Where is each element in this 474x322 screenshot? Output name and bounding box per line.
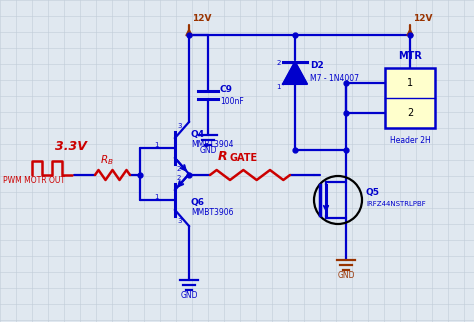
Text: GND: GND bbox=[199, 146, 217, 155]
Text: C9: C9 bbox=[220, 84, 233, 93]
Text: 12V: 12V bbox=[413, 14, 432, 23]
Text: Q4: Q4 bbox=[191, 129, 205, 138]
Text: 1: 1 bbox=[155, 194, 159, 200]
Text: Q6: Q6 bbox=[191, 197, 205, 206]
Text: 2: 2 bbox=[177, 175, 182, 181]
Polygon shape bbox=[283, 62, 307, 84]
Text: 1: 1 bbox=[276, 84, 281, 90]
Text: 3.3V: 3.3V bbox=[55, 140, 87, 153]
Text: D2: D2 bbox=[310, 61, 324, 70]
Text: 1: 1 bbox=[407, 78, 413, 88]
Text: 12V: 12V bbox=[192, 14, 211, 23]
Text: 3: 3 bbox=[177, 123, 182, 129]
Text: 100nF: 100nF bbox=[220, 97, 244, 106]
Text: GND: GND bbox=[337, 271, 355, 280]
Text: 2: 2 bbox=[177, 166, 182, 172]
Text: IRFZ44NSTRLPBF: IRFZ44NSTRLPBF bbox=[366, 201, 426, 207]
Text: R: R bbox=[218, 150, 228, 163]
Text: Header 2H: Header 2H bbox=[390, 136, 430, 145]
Text: M7 - 1N4007: M7 - 1N4007 bbox=[310, 73, 359, 82]
Text: MMBT3904: MMBT3904 bbox=[191, 139, 234, 148]
Text: GND: GND bbox=[180, 291, 198, 300]
Text: $R_B$: $R_B$ bbox=[100, 153, 114, 167]
FancyBboxPatch shape bbox=[385, 68, 435, 128]
Text: PWM MOTR OUT: PWM MOTR OUT bbox=[3, 175, 65, 185]
Text: GATE: GATE bbox=[230, 153, 258, 163]
Text: 2: 2 bbox=[407, 108, 413, 118]
Text: Q5: Q5 bbox=[366, 187, 380, 196]
Text: MTR: MTR bbox=[398, 51, 422, 61]
Text: 3: 3 bbox=[177, 218, 182, 224]
Text: 2: 2 bbox=[277, 60, 281, 66]
Text: MMBT3906: MMBT3906 bbox=[191, 207, 234, 216]
Text: 1: 1 bbox=[155, 142, 159, 148]
